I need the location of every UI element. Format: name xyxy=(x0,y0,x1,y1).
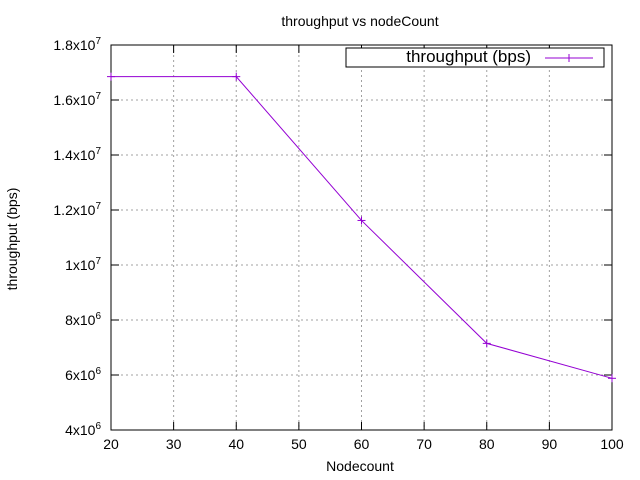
y-tick-mantissa: 1.6 xyxy=(53,92,73,108)
y-tick-exponent: 6 xyxy=(95,366,101,377)
y-tick-exponent: 6 xyxy=(95,421,101,432)
y-tick-mantissa: 6 xyxy=(65,367,73,383)
x-tick-label: 80 xyxy=(479,436,495,452)
x-tick-label: 50 xyxy=(291,436,307,452)
grid xyxy=(111,45,612,430)
y-tick-base: x10 xyxy=(73,312,96,328)
data-point xyxy=(357,216,366,225)
legend-marker-plus xyxy=(565,54,573,62)
data-point xyxy=(608,374,616,383)
y-tick-label: 6x106 xyxy=(65,366,101,383)
y-tick-exponent: 6 xyxy=(95,311,101,322)
y-tick-mantissa: 1.2 xyxy=(53,202,73,218)
legend-label: throughput (bps) xyxy=(406,47,531,66)
data-point xyxy=(107,72,115,81)
x-tick-label: 100 xyxy=(600,436,624,452)
y-tick-label: 1x107 xyxy=(65,256,101,273)
y-tick-exponent: 7 xyxy=(95,91,101,102)
y-tick-exponent: 7 xyxy=(95,201,101,212)
y-tick-base: x10 xyxy=(73,92,96,108)
y-tick-label: 8x106 xyxy=(65,311,101,328)
y-tick-mantissa: 1.4 xyxy=(53,147,73,163)
x-tick-label: 40 xyxy=(228,436,244,452)
y-tick-base: x10 xyxy=(73,37,96,53)
legend: throughput (bps) xyxy=(345,47,605,68)
x-axis-label: Nodecount xyxy=(326,458,394,474)
y-tick-mantissa: 8 xyxy=(65,312,73,328)
data-point xyxy=(232,72,241,81)
y-tick-base: x10 xyxy=(73,147,96,163)
y-tick-label: 4x106 xyxy=(65,421,101,438)
y-tick-exponent: 7 xyxy=(95,36,101,47)
x-tick-label: 20 xyxy=(103,436,119,452)
y-tick-label: 1.8x107 xyxy=(53,36,101,53)
y-tick-label: 1.4x107 xyxy=(53,146,101,163)
y-tick-base: x10 xyxy=(73,422,96,438)
x-tick-label: 30 xyxy=(166,436,182,452)
x-tick-label: 90 xyxy=(542,436,558,452)
y-tick-exponent: 7 xyxy=(95,146,101,157)
x-tick-label: 70 xyxy=(416,436,432,452)
chart-title: throughput vs nodeCount xyxy=(281,13,438,29)
y-tick-base: x10 xyxy=(73,202,96,218)
y-tick-base: x10 xyxy=(73,367,96,383)
y-tick-base: x10 xyxy=(73,257,96,273)
y-axis-label: throughput (bps) xyxy=(4,188,20,291)
data-point xyxy=(482,339,491,348)
y-tick-mantissa: 1 xyxy=(65,257,73,273)
legend-box xyxy=(345,47,605,68)
y-tick-exponent: 7 xyxy=(95,256,101,267)
y-tick-mantissa: 1.8 xyxy=(53,37,73,53)
y-tick-label: 1.2x107 xyxy=(53,201,101,218)
y-tick-mantissa: 4 xyxy=(65,422,73,438)
legend-marker xyxy=(565,54,573,62)
x-axis: 20 30 40 50 60 70 80 90 100 xyxy=(103,45,624,452)
y-axis: 4x1066x1068x1061x1071.2x1071.4x1071.6x10… xyxy=(53,36,612,438)
x-tick-label: 60 xyxy=(354,436,370,452)
y-tick-label: 1.6x107 xyxy=(53,91,101,108)
series-layer xyxy=(107,72,616,383)
